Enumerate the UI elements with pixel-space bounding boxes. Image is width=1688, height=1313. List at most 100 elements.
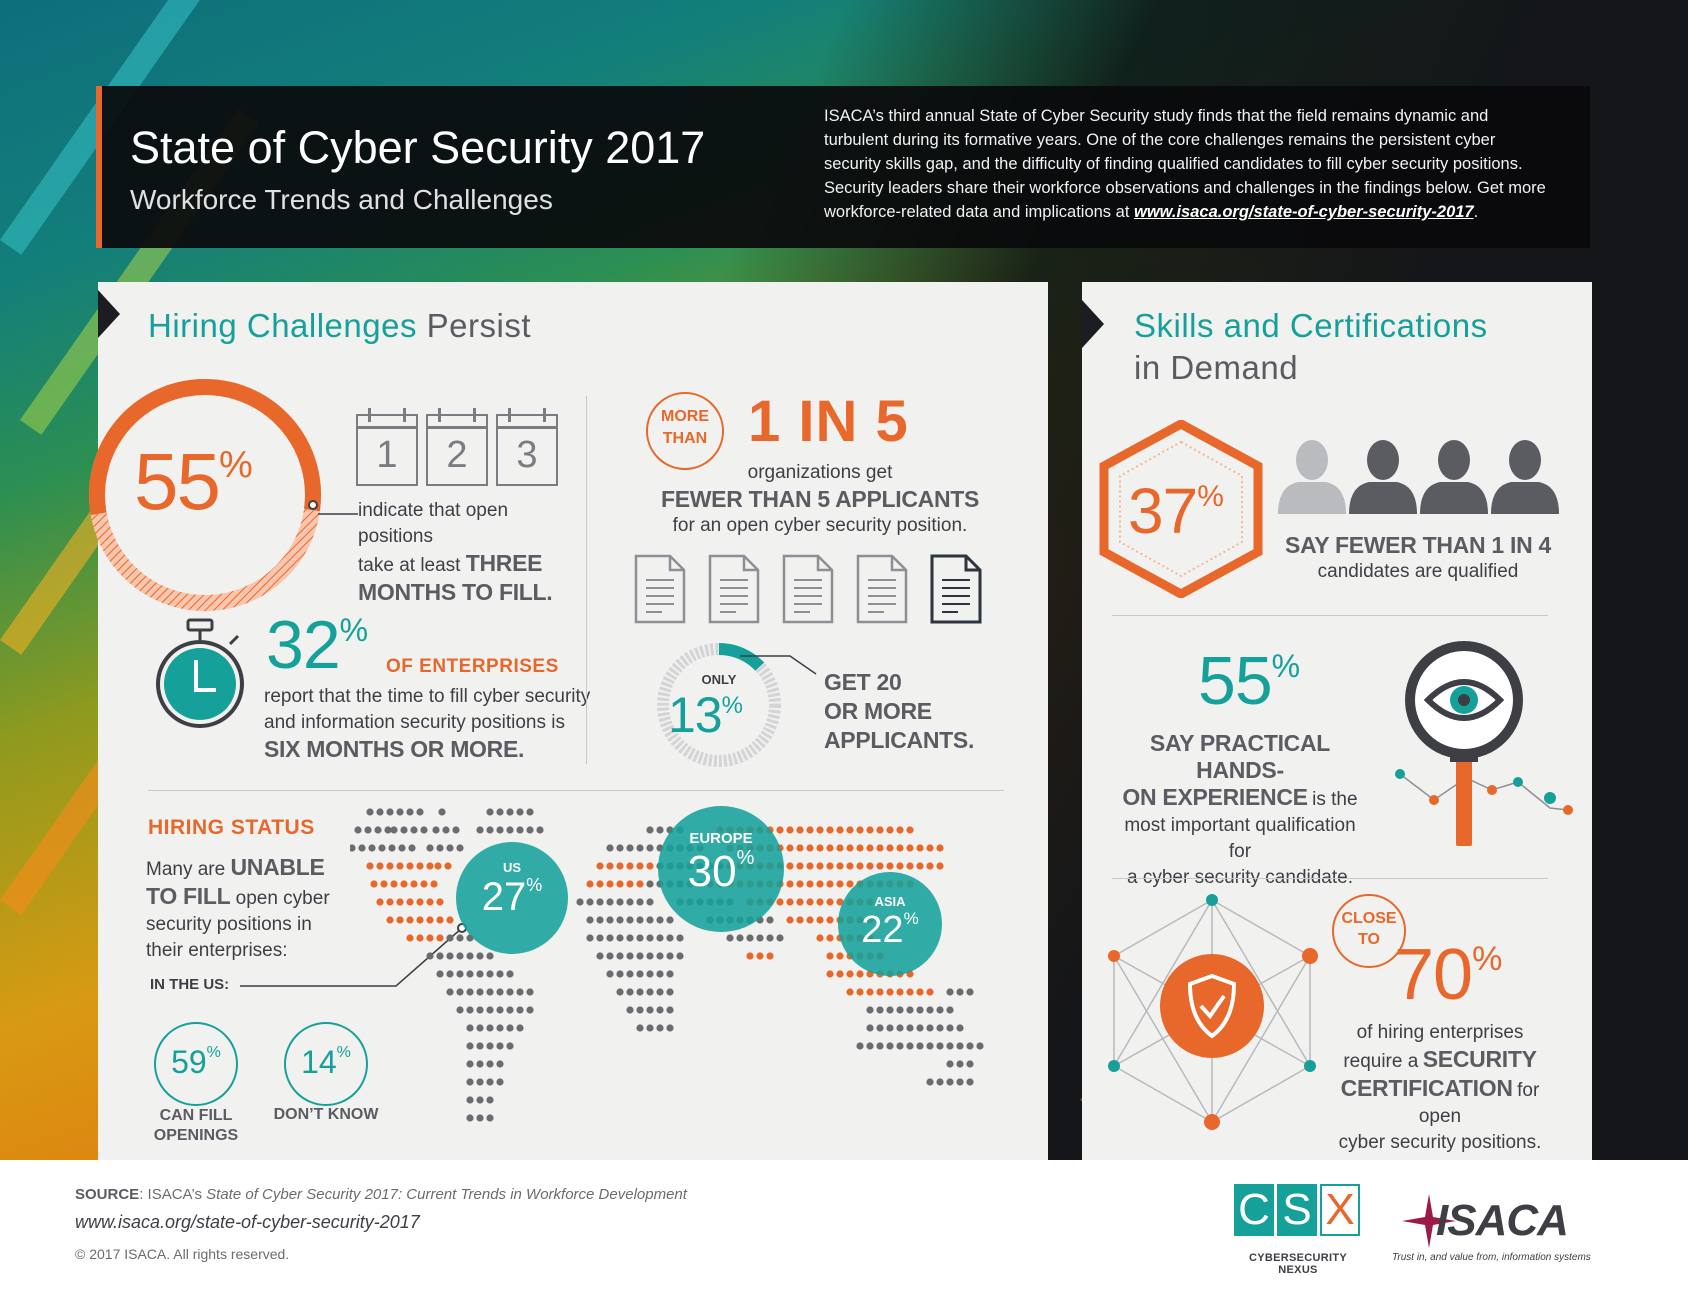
map-dot [496, 1006, 504, 1014]
map-dot [896, 1006, 904, 1014]
map-dot [436, 916, 444, 924]
isaca-tagline: Trust in, and value from, information sy… [1392, 1252, 1591, 1263]
status-text-e: security positions in [146, 914, 312, 935]
region-bubble-asia: ASIA 22% [838, 872, 942, 976]
map-dot [866, 1006, 874, 1014]
ring-13-chart [657, 643, 781, 767]
map-dot [476, 1042, 484, 1050]
map-dot [956, 1042, 964, 1050]
stat-hands-on-text-a: SAY PRACTICAL HANDS- [1149, 730, 1331, 783]
hiring-challenges-card [98, 282, 1048, 1160]
map-dot [386, 808, 394, 816]
map-dot [936, 862, 944, 870]
map-dot [466, 1042, 474, 1050]
map-dot [406, 934, 414, 942]
intro-link[interactable]: www.isaca.org/state-of-cyber-security-20… [1134, 203, 1474, 221]
hexagon-37 [1099, 420, 1263, 598]
card-notch [98, 290, 120, 338]
csx-tagline: CYBERSECURITY NEXUS [1248, 1252, 1348, 1276]
map-dot [826, 934, 834, 942]
map-dot [766, 952, 774, 960]
region-asia-unit: % [903, 909, 919, 928]
footer [0, 1160, 1688, 1313]
divider [1112, 615, 1548, 616]
map-dot [786, 862, 794, 870]
map-dot [916, 1006, 924, 1014]
map-dot [836, 862, 844, 870]
map-dot [676, 952, 684, 960]
map-dot [726, 934, 734, 942]
person-icon [1420, 440, 1488, 514]
map-dot [378, 844, 386, 852]
dont-know-label: DON’T KNOW [273, 1106, 379, 1123]
more-than-badge: MORE THAN [646, 392, 724, 470]
stat-55-unit: % [218, 444, 253, 486]
divider [148, 790, 1004, 791]
map-dot [606, 880, 614, 888]
stat-hands-on-text: SAY PRACTICAL HANDS- ON EXPERIENCE is th… [1112, 730, 1368, 891]
document-icon [634, 554, 686, 624]
calendar-number: 2 [446, 434, 468, 476]
map-dot [486, 1042, 494, 1050]
stat-13-text-b: OR MORE [824, 698, 932, 724]
map-dot [796, 844, 804, 852]
calendar-icon: 3 [496, 408, 558, 486]
map-dot [646, 844, 654, 852]
map-dot [646, 880, 654, 888]
map-dot [456, 1006, 464, 1014]
footer-link[interactable]: www.isaca.org/state-of-cyber-security-20… [75, 1212, 420, 1232]
map-dot [806, 898, 814, 906]
map-dot [856, 1042, 864, 1050]
one-in-five-text: organizations get FEWER THAN 5 APPLICANT… [620, 460, 1020, 539]
map-dot [976, 1042, 984, 1050]
map-dot [596, 880, 604, 888]
dont-know-badge: 14% [284, 1022, 368, 1106]
map-dot [466, 1006, 474, 1014]
map-dot [826, 952, 834, 960]
map-dot [506, 826, 514, 834]
map-dot [836, 952, 844, 960]
map-dot [826, 898, 834, 906]
card-notch [1082, 300, 1104, 348]
map-dot [866, 1024, 874, 1032]
map-dot [376, 808, 384, 816]
map-dot [466, 1078, 474, 1086]
map-dot [956, 1078, 964, 1086]
stat-55-text: indicate that open positions take at lea… [358, 498, 588, 605]
map-dot [366, 808, 374, 816]
map-dot [936, 1042, 944, 1050]
map-dot [410, 826, 418, 834]
region-europe-name: EUROPE [689, 830, 753, 847]
map-dot [966, 1078, 974, 1086]
region-bubble-europe: EUROPE 30% [658, 806, 784, 932]
status-text-f: their enterprises: [146, 940, 288, 961]
map-dot [432, 826, 440, 834]
map-dot [616, 970, 624, 978]
map-dot [416, 862, 424, 870]
map-dot [436, 952, 444, 960]
intro-text: ISACA’s third annual State of Cyber Secu… [824, 107, 1546, 221]
map-dot [936, 1078, 944, 1086]
map-dot [486, 1024, 494, 1032]
map-dot [906, 826, 914, 834]
map-dot [496, 1024, 504, 1032]
map-dot [486, 1006, 494, 1014]
document-icons [634, 554, 982, 624]
stat-13-unit: % [721, 692, 743, 719]
map-dot [626, 880, 634, 888]
map-dot [816, 826, 824, 834]
map-dot [656, 1006, 664, 1014]
map-dot [368, 844, 376, 852]
divider [1112, 878, 1548, 879]
map-dot [416, 934, 424, 942]
map-dot [374, 826, 382, 834]
can-fill-label: CAN FILL OPENINGS [144, 1106, 248, 1146]
map-dot [446, 916, 454, 924]
map-dot [526, 808, 534, 816]
map-dot [776, 826, 784, 834]
map-dot [646, 988, 654, 996]
stat-13-number: 13 [668, 687, 723, 743]
can-fill-label-b: OPENINGS [153, 1127, 239, 1144]
close-to-badge-b: TO [1358, 931, 1380, 948]
map-dot [786, 898, 794, 906]
